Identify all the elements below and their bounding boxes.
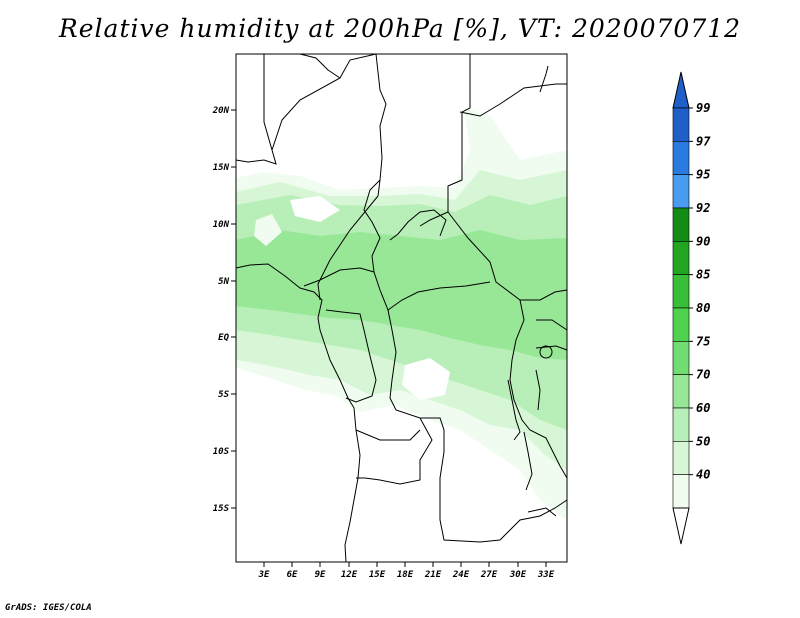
lat-axis: 20N 15N 10N 5N EQ 5S 10S 15S (212, 106, 236, 514)
lon-label: 15E (369, 570, 386, 580)
colorbar-segment (672, 141, 690, 175)
grads-credit: GrADS: IGES/COLA (5, 603, 92, 613)
rh-70-band (236, 230, 567, 360)
colorbar-label: 80 (696, 301, 710, 315)
colorbar-segment (672, 207, 690, 242)
colorbar-bottom-arrow (672, 507, 690, 545)
colorbar-segment (672, 441, 690, 475)
colorbar-label: 75 (696, 334, 710, 348)
colorbar-label: 40 (696, 468, 710, 482)
colorbar-label: 90 (696, 234, 710, 248)
lat-label: 5S (218, 390, 229, 400)
lon-label: 3E (258, 570, 270, 580)
colorbar-label: 85 (696, 268, 710, 282)
lakes (507, 345, 557, 517)
lat-label: 15S (213, 504, 230, 514)
lon-label: 12E (341, 570, 358, 580)
lon-label: 24E (452, 570, 470, 580)
colorbar-segment (672, 274, 690, 309)
humidity-field (236, 108, 567, 520)
colorbar-label: 92 (696, 201, 710, 215)
lat-label: 20N (212, 106, 230, 116)
colorbar-segment (672, 307, 690, 342)
colorbar-segment (672, 474, 690, 509)
colorbar-label: 70 (696, 368, 710, 382)
lat-label: 10S (213, 447, 230, 457)
colorbar-segment (672, 374, 690, 409)
colorbar-segment (672, 107, 690, 142)
lon-label: 6E (287, 570, 298, 580)
map-title: Relative humidity at 200hPa [%], VT: 202… (58, 14, 742, 43)
colorbar-label: 95 (696, 168, 710, 182)
colorbar-segment (672, 241, 690, 275)
lon-label: 21E (424, 570, 442, 580)
lon-label: 9E (315, 570, 326, 580)
colorbar-label: 50 (696, 434, 710, 448)
lat-label: 15N (213, 163, 230, 173)
colorbar-top-arrow (672, 71, 690, 109)
lon-label: 18E (397, 570, 414, 580)
lat-label: EQ (218, 333, 229, 343)
lon-label: 33E (537, 570, 555, 580)
lon-label: 27E (480, 570, 498, 580)
lat-label: 10N (213, 220, 230, 230)
colorbar-segment (672, 341, 690, 375)
colorbar: 99 97 95 92 90 85 80 75 70 60 50 40 (672, 71, 711, 545)
colorbar-segment (672, 174, 690, 209)
colorbar-label: 97 (696, 134, 711, 148)
lon-axis: 3E 6E 9E 12E 15E 18E 21E 24E 27E 30E 33E (258, 562, 555, 580)
map-frame (235, 53, 568, 563)
colorbar-label: 99 (696, 101, 710, 115)
colorbar-segment (672, 407, 690, 442)
colorbar-label: 60 (696, 401, 710, 415)
lat-label: 5N (218, 277, 229, 287)
lon-label: 30E (509, 570, 527, 580)
